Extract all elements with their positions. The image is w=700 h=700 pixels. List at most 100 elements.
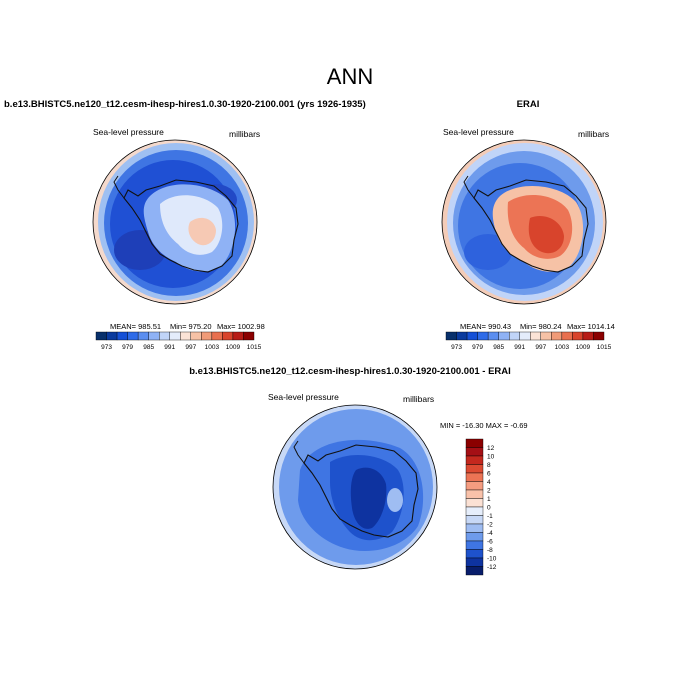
panel2-colorbar-tick-label: 1003 <box>555 344 570 351</box>
panel3-colorbar-box <box>465 464 484 474</box>
panel2-peninsula <box>463 175 475 199</box>
panel1-map-border <box>92 139 258 305</box>
panel3-colorbar-tick-label: 4 <box>487 479 491 486</box>
panel3-colorbar-box <box>465 455 484 465</box>
panel2-colorbar: 973 979 985 991 997 1003 1009 1015 <box>445 331 612 351</box>
panel3-colorbar-tick-label: 0 <box>487 504 491 511</box>
panel2-colorbar-tick-label: 997 <box>535 344 546 351</box>
panel3-variable-label: Sea-level pressure <box>268 392 339 402</box>
panel3-colorbar-box <box>465 515 484 525</box>
panel1-colorbar-box <box>180 331 191 341</box>
panel1-max-label: Max= 1002.98 <box>217 322 265 331</box>
panel2-colorbar-box <box>593 331 605 341</box>
panel1-colorbar-box <box>211 331 223 341</box>
panel3-peninsula <box>293 440 305 464</box>
panel1-variable-label: Sea-level pressure <box>93 127 164 137</box>
panel2-map-border <box>441 139 607 305</box>
panel2-min-label: Min= 980.24 <box>520 322 562 331</box>
panel2-colorbar-tick-label: 1009 <box>576 344 591 351</box>
panel2-colorbar-box <box>561 331 573 341</box>
panel3-colorbar-box <box>465 523 484 533</box>
panel3-coastline <box>303 444 419 538</box>
panel1-colorbar-tick-label: 997 <box>185 344 196 351</box>
panel3-map <box>272 404 438 570</box>
panel2-colorbar-box <box>487 331 499 341</box>
panel2-colorbar-box <box>466 331 478 341</box>
panel1-colorbar-tick-label: 1015 <box>247 344 262 351</box>
panel2-colorbar-box <box>519 331 531 341</box>
panel2-variable-label: Sea-level pressure <box>443 127 514 137</box>
panel2-colorbar-box <box>445 331 457 341</box>
panel3-light-patch <box>387 488 403 512</box>
panel1-colorbar-tick-label: 979 <box>122 344 133 351</box>
panel3-colorbar-box <box>465 489 484 499</box>
panel1-peninsula <box>113 175 125 199</box>
panel3-colorbar-box <box>465 549 484 559</box>
panel1-units-label: millibars <box>229 129 261 139</box>
panel1-colorbar-box <box>232 331 244 341</box>
panel1-colorbar-box <box>190 331 202 341</box>
panel2-mean-label: MEAN= 990.43 <box>460 322 512 331</box>
panel3-colorbar-tick-label: -8 <box>487 547 493 554</box>
panel2-colorbar-box <box>551 331 563 341</box>
panel2-colorbar-box <box>572 331 584 341</box>
panel1-colorbar-tick-label: 1003 <box>205 344 220 351</box>
panel1-min-label: Min= 975.20 <box>170 322 212 331</box>
panel3-colorbar-box <box>465 481 484 491</box>
panel1-colorbar: 973 979 985 991 997 1003 1009 1015 <box>95 331 262 351</box>
main-title: ANN <box>326 64 374 89</box>
panel2-colorbar-tick-label: 1015 <box>597 344 612 351</box>
panel3-colorbar-box <box>465 540 484 550</box>
panel1-colorbar-tick-label: 985 <box>143 344 154 351</box>
panel2-colorbar-box <box>477 331 489 341</box>
panel2-colorbar-box <box>540 331 552 341</box>
panel3-colorbar-tick-label: -6 <box>487 538 493 545</box>
panel2-low-west <box>464 234 512 270</box>
panel3-colorbar-box <box>465 557 484 567</box>
panel3-colorbar-tick-label: 10 <box>487 453 495 460</box>
panel3-colorbar-box <box>465 498 484 508</box>
panel3-colorbar-box <box>465 447 484 457</box>
panel2-max-label: Max= 1014.14 <box>567 322 615 331</box>
panel2-map <box>441 139 607 305</box>
panel3-colorbar-tick-label: 2 <box>487 487 491 494</box>
panel3-colorbar-box <box>465 532 484 542</box>
panel3-field-core <box>350 467 387 529</box>
panel1-colorbar-box <box>116 331 128 341</box>
panel3-title: b.e13.BHISTC5.ne120_t12.cesm-ihesp-hires… <box>189 366 511 377</box>
panel1-colorbar-box <box>127 331 139 341</box>
panel1-colorbar-box <box>222 331 234 341</box>
panel1-mean-label: MEAN= 985.51 <box>110 322 162 331</box>
panel1-colorbar-tick-label: 991 <box>164 344 175 351</box>
panel1-coastline <box>123 179 239 273</box>
panel1-colorbar-box <box>137 331 149 341</box>
panel3-colorbar-tick-label: 8 <box>487 462 491 469</box>
panel1-colorbar-box <box>243 331 255 341</box>
panel3-minmax-label: MIN = -16.30 MAX = -0.69 <box>440 421 528 430</box>
panel1-title: b.e13.BHISTC5.ne120_t12.cesm-ihesp-hires… <box>4 99 366 110</box>
panel1-colorbar-box <box>201 331 213 341</box>
panel2-colorbar-box <box>582 331 594 341</box>
panel3-colorbar-tick-label: -1 <box>487 513 493 520</box>
panel3-colorbar-tick-label: 1 <box>487 496 491 503</box>
panel3-units-label: millibars <box>403 394 435 404</box>
panel2-units-label: millibars <box>578 129 610 139</box>
panel3-colorbar-tick-label: -12 <box>487 564 497 571</box>
panel3-colorbar-tick-label: 12 <box>487 445 495 452</box>
panel1-colorbar-box <box>148 331 160 341</box>
panel1-colorbar-box <box>169 331 181 341</box>
panel3-colorbar-box <box>465 472 484 482</box>
panel1-colorbar-box <box>95 331 107 341</box>
panel3-colorbar-tick-label: -10 <box>487 555 497 562</box>
panel1-high-patch <box>188 217 216 246</box>
panel2-colorbar-tick-label: 985 <box>493 344 504 351</box>
panel2-colorbar-tick-label: 973 <box>451 344 462 351</box>
panel2-colorbar-box <box>530 331 541 341</box>
panel2-high-core <box>528 216 564 254</box>
panel3-colorbar-box <box>465 566 484 576</box>
panel1-colorbar-box <box>106 331 118 341</box>
panel2-colorbar-box <box>509 331 520 341</box>
panel2-colorbar-tick-label: 979 <box>472 344 483 351</box>
